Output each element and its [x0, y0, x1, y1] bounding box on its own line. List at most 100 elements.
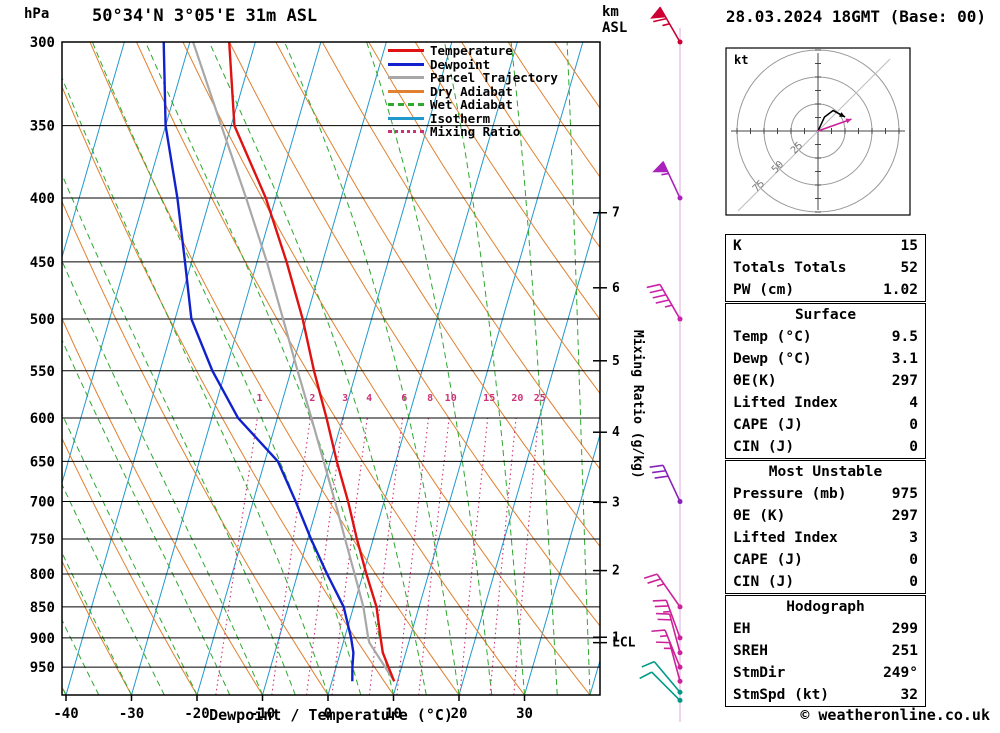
svg-text:300: 300: [30, 35, 55, 51]
svg-text:km: km: [602, 4, 619, 20]
svg-text:ASL: ASL: [602, 20, 627, 36]
svg-text:0: 0: [324, 706, 332, 722]
row-label: Pressure (mb): [733, 486, 847, 502]
row-value: 9.5: [891, 329, 918, 345]
row-label: CAPE (J): [733, 417, 803, 433]
svg-text:10: 10: [445, 393, 457, 404]
table-row: StmDir 249°: [726, 662, 925, 684]
row-value: 3: [909, 530, 918, 546]
table-row: StmSpd (kt) 32: [726, 684, 925, 706]
svg-text:400: 400: [30, 191, 55, 207]
svg-text:LCL: LCL: [612, 636, 636, 651]
svg-text:6: 6: [401, 393, 407, 404]
row-label: EH: [733, 621, 751, 637]
svg-text:7: 7: [612, 206, 620, 221]
legend-item-dry-adiabat: Dry Adiabat: [388, 85, 558, 99]
legend-item-wet-adiabat: Wet Adiabat: [388, 98, 558, 112]
row-label: SREH: [733, 643, 768, 659]
mixing-ratio-line-sample: [388, 130, 424, 134]
row-value: 3.1: [891, 351, 918, 367]
temperature-line-sample: [388, 49, 424, 53]
svg-text:2: 2: [309, 393, 315, 404]
row-label: Totals Totals: [733, 260, 847, 276]
svg-text:8: 8: [427, 393, 433, 404]
legend-item-parcel: Parcel Trajectory: [388, 71, 558, 85]
table-row: CAPE (J) 0: [726, 549, 925, 571]
svg-text:1: 1: [612, 630, 620, 645]
row-value: 975: [891, 486, 918, 502]
svg-text:15: 15: [483, 393, 495, 404]
parcel-trajectory-line: [192, 42, 396, 682]
dry-adiabat-line-sample: [388, 89, 424, 93]
copyright-credit: © weatheronline.co.uk: [800, 706, 990, 724]
svg-text:30: 30: [516, 706, 533, 722]
svg-text:500: 500: [30, 312, 55, 328]
table-row: Pressure (mb) 975: [726, 483, 925, 505]
table-row: θE(K) 297: [726, 370, 925, 392]
row-value: 1.02: [883, 282, 918, 298]
row-label: CIN (J): [733, 574, 795, 590]
table-row: Temp (°C) 9.5: [726, 326, 925, 348]
row-label: Lifted Index: [733, 395, 838, 411]
most-unstable-table-title: Most Unstable: [768, 464, 883, 480]
mixing-ratio-lines: [215, 417, 540, 695]
run-datetime: 28.03.2024 18GMT (Base: 00): [725, 7, 986, 26]
svg-text:1: 1: [256, 393, 262, 404]
hodograph-table: Hodograph EH 299 SREH 251 StmDir 249° StmSp…: [725, 595, 926, 707]
station-title: 50°34'N 3°05'E 31m ASL: [92, 6, 318, 26]
table-row: Lifted Index 4: [726, 392, 925, 414]
legend: Temperature Dewpoint Parcel Trajectory D…: [388, 44, 558, 139]
stability-indices-table: K 15 Totals Totals 52 PW (cm) 1.02: [725, 234, 926, 302]
svg-text:450: 450: [30, 255, 55, 271]
svg-text:750: 750: [30, 532, 55, 548]
svg-text:600: 600: [30, 411, 55, 427]
most-unstable-table: Most Unstable Pressure (mb) 975 θE (K) 297…: [725, 460, 926, 594]
svg-text:800: 800: [30, 567, 55, 583]
svg-text:5: 5: [612, 354, 620, 369]
svg-text:4: 4: [366, 393, 372, 404]
svg-text:20: 20: [511, 393, 523, 404]
svg-text:kt: kt: [734, 53, 748, 67]
table-row: CAPE (J) 0: [726, 414, 925, 436]
row-label: CIN (J): [733, 439, 795, 455]
row-value: 4: [909, 395, 918, 411]
legend-item-dewpoint: Dewpoint: [388, 58, 558, 72]
row-value: 297: [891, 373, 918, 389]
row-label: θE (K): [733, 508, 786, 524]
svg-text:550: 550: [30, 364, 55, 380]
svg-text:-20: -20: [184, 706, 209, 722]
row-value: 299: [891, 621, 918, 637]
isotherm-line-sample: [388, 116, 424, 120]
row-value: 0: [909, 439, 918, 455]
table-row: CIN (J) 0: [726, 571, 925, 593]
row-value: 52: [900, 260, 918, 276]
plot-border: [61, 41, 601, 696]
svg-text:350: 350: [30, 119, 55, 135]
row-value: 0: [909, 552, 918, 568]
svg-text:2: 2: [612, 564, 620, 579]
table-row: Lifted Index 3: [726, 527, 925, 549]
temperature-axis: -40 -30 -20 -10 0 10 20 30: [53, 695, 533, 722]
svg-text:-40: -40: [53, 706, 78, 722]
row-label: CAPE (J): [733, 552, 803, 568]
wind-barbs: [639, 6, 683, 722]
surface-table-title: Surface: [794, 307, 857, 323]
svg-text:20: 20: [451, 706, 468, 722]
row-label: Dewp (°C): [733, 351, 812, 367]
svg-text:-30: -30: [119, 706, 144, 722]
row-label: θE(K): [733, 373, 777, 389]
row-label: Temp (°C): [733, 329, 812, 345]
svg-text:hPa: hPa: [24, 6, 49, 22]
row-value: 0: [909, 574, 918, 590]
hodograph-table-title: Hodograph: [786, 599, 865, 615]
row-value: 0: [909, 417, 918, 433]
row-value: 249°: [883, 665, 918, 681]
svg-text:Mixing Ratio (g/kg): Mixing Ratio (g/kg): [630, 330, 645, 479]
temperature-line: [228, 42, 396, 682]
dewpoint-line-sample: [388, 62, 424, 66]
svg-text:6: 6: [612, 281, 620, 296]
legend-item-isotherm: Isotherm: [388, 112, 558, 126]
